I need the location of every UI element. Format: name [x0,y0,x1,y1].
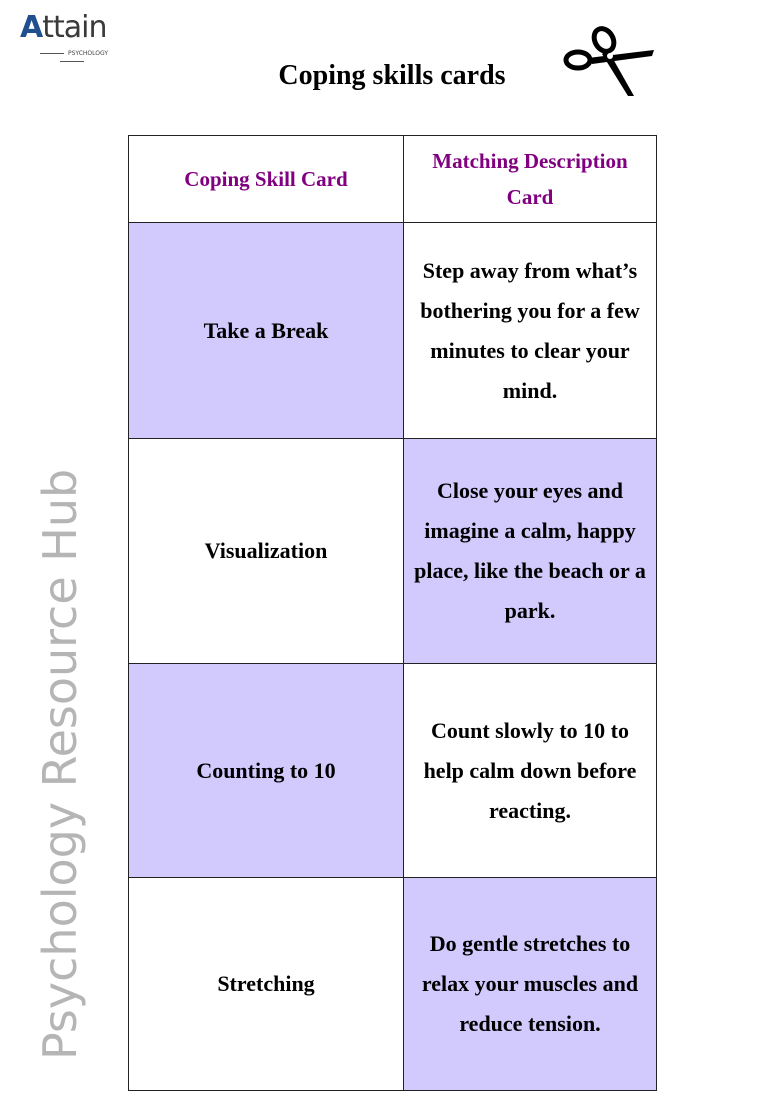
page-title: Coping skills cards [278,60,506,91]
description-card: Count slowly to 10 to help calm down bef… [403,663,657,878]
skill-card: Take a Break [128,222,404,439]
header-row: Coping Skill Card Matching Description C… [128,135,657,223]
table-row: Stretching Do gentle stretches to relax … [128,877,657,1091]
table-row: Take a Break Step away from what’s bothe… [128,222,657,439]
skill-card: Stretching [128,877,404,1091]
scissors-icon [563,26,654,96]
header-description: Matching Description Card [403,135,657,223]
table-row: Counting to 10 Count slowly to 10 to hel… [128,663,657,878]
header-skill: Coping Skill Card [128,135,404,223]
watermark: Psychology Resource Hub [33,468,87,1060]
description-card: Do gentle stretches to relax your muscle… [403,877,657,1091]
logo-subtitle: PSYCHOLOGY [20,50,124,66]
coping-cards-table: Coping Skill Card Matching Description C… [128,135,657,1091]
logo-wordmark: Attain [20,10,107,45]
skill-card: Counting to 10 [128,663,404,878]
skill-card: Visualization [128,438,404,664]
description-card: Close your eyes and imagine a calm, happ… [403,438,657,664]
description-card: Step away from what’s bothering you for … [403,222,657,439]
attain-logo: Attain PSYCHOLOGY [20,12,130,62]
table-row: Visualization Close your eyes and imagin… [128,438,657,664]
